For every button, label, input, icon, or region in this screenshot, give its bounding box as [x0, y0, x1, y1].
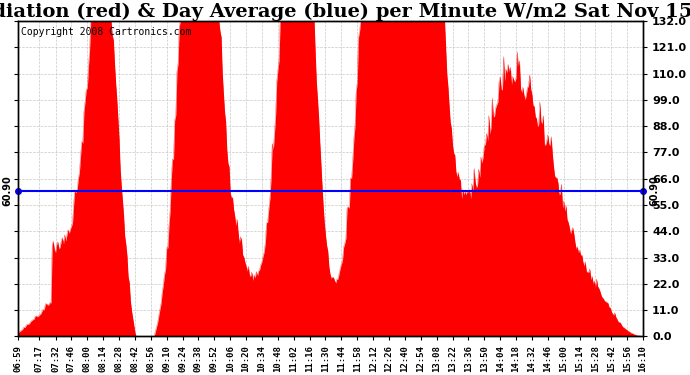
Title: Solar Radiation (red) & Day Average (blue) per Minute W/m2 Sat Nov 15 16:11: Solar Radiation (red) & Day Average (blu…: [0, 3, 690, 21]
Text: 60.90: 60.90: [649, 176, 660, 206]
Text: Copyright 2008 Cartronics.com: Copyright 2008 Cartronics.com: [21, 27, 192, 38]
Text: 60.90: 60.90: [2, 176, 12, 206]
